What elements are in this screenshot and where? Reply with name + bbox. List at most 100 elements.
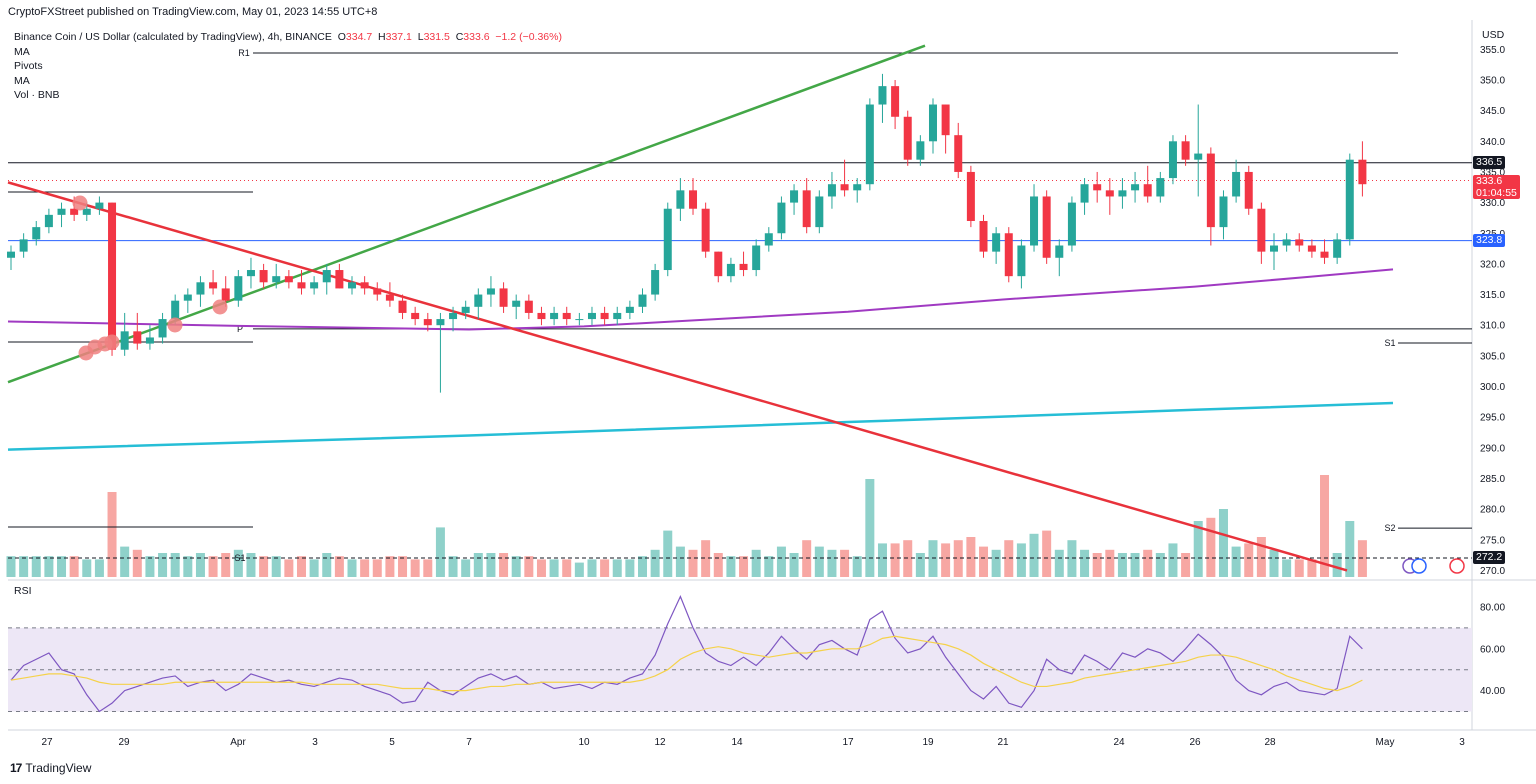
indicator-ma-1[interactable]: MA — [14, 45, 30, 58]
candle-body — [1131, 184, 1140, 191]
symbol-row[interactable]: Binance Coin / US Dollar (calculated by … — [14, 30, 562, 45]
candle-body — [1067, 202, 1076, 246]
volume-bar — [246, 553, 256, 577]
candle-body — [499, 288, 508, 307]
volume-bar — [562, 559, 572, 577]
pivot-label: S1 — [1384, 338, 1395, 348]
high-value: 337.1 — [385, 31, 412, 43]
time-tick-label: 29 — [118, 737, 130, 748]
time-tick-label: 26 — [1189, 737, 1201, 748]
volume-bar — [271, 556, 281, 577]
candle-body — [1017, 245, 1026, 277]
indicator-ma-2[interactable]: MA — [14, 74, 30, 87]
volume-bar — [1168, 543, 1178, 577]
volume-bar — [1193, 521, 1203, 577]
rsi-pane-label[interactable]: RSI — [14, 585, 32, 597]
volume-bar — [372, 559, 382, 577]
close-value: 333.6 — [463, 31, 490, 43]
volume-bar — [511, 556, 521, 577]
volume-bar — [347, 559, 357, 577]
candle-body — [1345, 159, 1354, 240]
volume-bar — [1218, 509, 1228, 577]
candle-body — [1156, 178, 1165, 197]
ohlc-high: H337.1 — [375, 31, 412, 43]
candle-body — [158, 319, 167, 338]
candle-body — [689, 190, 698, 209]
candle-body — [1042, 196, 1051, 258]
candle-body — [840, 184, 849, 191]
volume-bar — [435, 527, 445, 577]
pivot-label: S2 — [1384, 523, 1395, 533]
volume-bar — [1307, 559, 1317, 577]
rsi-ma-line — [10, 635, 1363, 692]
candle-body — [19, 239, 28, 252]
price-tick-label: 285.0 — [1480, 474, 1505, 485]
candle-body — [259, 270, 268, 283]
candle-body — [764, 233, 773, 246]
candle-body — [638, 294, 647, 307]
volume-bar — [739, 556, 749, 577]
time-tick-label: 3 — [312, 737, 318, 748]
candle-body — [57, 208, 66, 215]
indicator-pivots[interactable]: Pivots — [14, 60, 43, 73]
volume-bar — [322, 553, 332, 577]
price-tick-label: 355.0 — [1480, 45, 1505, 56]
candle-body — [221, 288, 230, 301]
price-tick-label: 335.0 — [1480, 167, 1505, 178]
volume-bar — [1320, 475, 1330, 577]
candle-body — [183, 294, 192, 301]
volume-bar — [1143, 549, 1153, 577]
rsi-tick-label: 60.00 — [1480, 644, 1505, 655]
volume-bar — [650, 549, 660, 577]
candle-body — [360, 282, 369, 289]
time-tick-label: 24 — [1113, 737, 1125, 748]
candle-body — [941, 104, 950, 136]
candle-body — [335, 270, 344, 289]
resistance-price-tag: 336.5 — [1473, 156, 1506, 169]
volume-bar — [6, 556, 16, 577]
price-tick-label: 295.0 — [1480, 413, 1505, 424]
candle-body — [1030, 196, 1039, 246]
volume-bar — [183, 556, 193, 577]
rsi-tick-label: 40.00 — [1480, 686, 1505, 697]
candle-body — [108, 202, 117, 350]
candle-body — [878, 86, 887, 105]
time-tick-label: 7 — [466, 737, 472, 748]
tradingview-logo[interactable]: 17 TradingView — [10, 761, 91, 775]
volume-bar — [814, 546, 824, 577]
economic-event-icon — [1449, 558, 1465, 574]
volume-bar — [1155, 553, 1165, 577]
time-tick-label: 17 — [842, 737, 854, 748]
touch-point-marker — [212, 299, 228, 315]
high-label: H — [378, 31, 386, 43]
candle-body — [777, 202, 786, 234]
candle-body — [1282, 239, 1291, 246]
volume-bar — [1244, 543, 1254, 577]
candle-body — [613, 312, 622, 320]
candle-body — [120, 331, 129, 350]
volume-bar — [1181, 553, 1191, 577]
price-tick-label: 310.0 — [1480, 321, 1505, 332]
volume-bar — [751, 549, 761, 577]
candle-body — [1295, 239, 1304, 246]
volume-bar — [1345, 521, 1355, 577]
candle-body — [752, 245, 761, 271]
candle-body — [865, 104, 874, 185]
candle-body — [1358, 159, 1367, 185]
volume-bar — [57, 556, 67, 577]
candle-body — [916, 141, 925, 160]
volume-bar — [1067, 540, 1077, 577]
volume-bar — [915, 553, 925, 577]
candle-body — [1320, 251, 1329, 258]
volume-bar — [524, 556, 534, 577]
volume-bar — [1294, 559, 1304, 577]
candle-body — [537, 312, 546, 320]
volume-bar — [1080, 549, 1090, 577]
candle-body — [587, 312, 596, 320]
indicator-volume[interactable]: Vol · BNB — [14, 89, 60, 102]
economic-event-icon — [1411, 558, 1427, 574]
volume-bar — [107, 492, 117, 577]
volume-bar — [1357, 540, 1367, 577]
candle-body — [423, 319, 432, 326]
